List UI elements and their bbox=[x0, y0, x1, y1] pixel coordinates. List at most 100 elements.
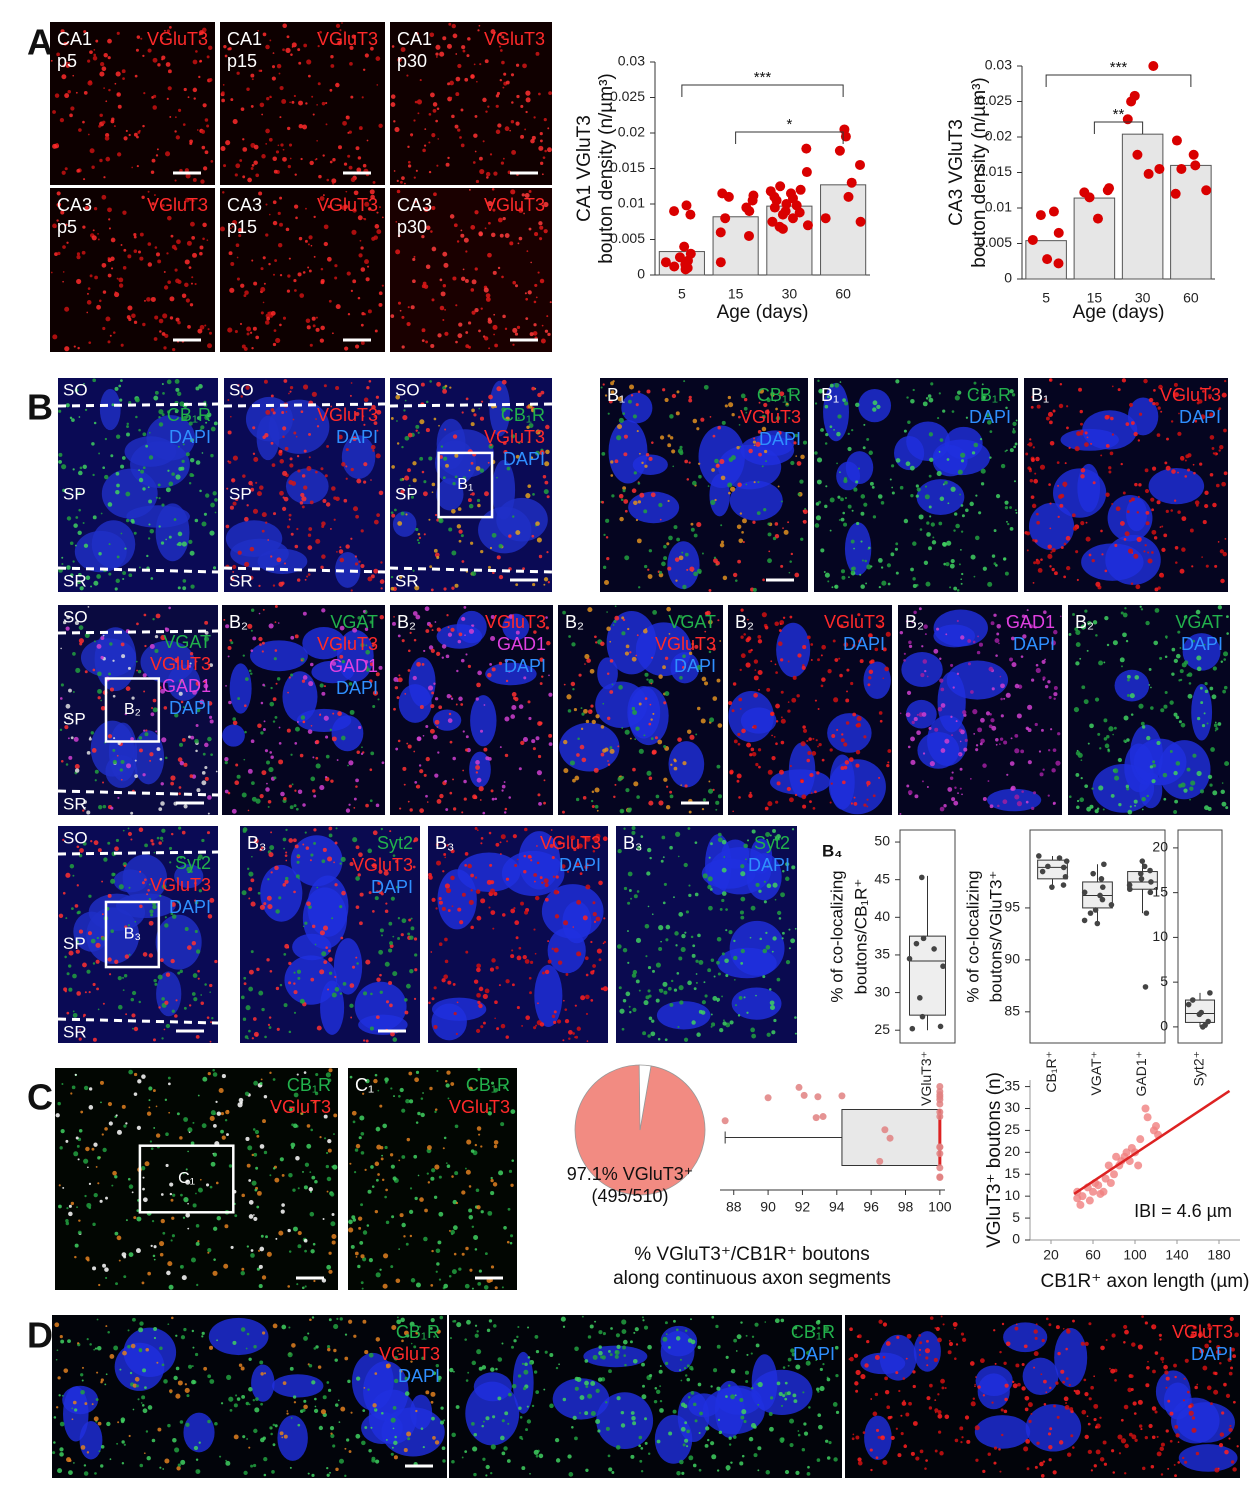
signal-dot bbox=[379, 974, 382, 977]
signal-dot bbox=[662, 982, 667, 987]
signal-dot bbox=[129, 954, 131, 956]
signal-dot bbox=[480, 468, 484, 472]
signal-dot bbox=[406, 322, 410, 326]
signal-dot bbox=[355, 555, 357, 557]
signal-dot bbox=[277, 1028, 280, 1031]
signal-dot bbox=[136, 1217, 141, 1222]
signal-dot bbox=[116, 579, 120, 583]
signal-dot bbox=[632, 1008, 636, 1012]
signal-dot bbox=[250, 1253, 255, 1258]
signal-dot bbox=[84, 91, 88, 95]
signal-dot bbox=[701, 1010, 705, 1014]
signal-dot bbox=[916, 730, 921, 735]
signal-dot bbox=[150, 712, 154, 716]
signal-dot bbox=[1151, 551, 1154, 554]
signal-dot bbox=[297, 455, 299, 457]
signal-dot bbox=[585, 956, 589, 960]
signal-dot bbox=[306, 318, 311, 323]
signal-dot bbox=[866, 781, 871, 786]
signal-dot bbox=[164, 1029, 166, 1031]
signal-dot bbox=[938, 707, 943, 712]
signal-dot bbox=[730, 487, 735, 492]
signal-dot bbox=[525, 493, 530, 498]
signal-dot bbox=[710, 842, 713, 845]
signal-dot bbox=[367, 849, 372, 854]
signal-dot bbox=[187, 1203, 189, 1205]
signal-dot bbox=[452, 276, 456, 280]
signal-dot bbox=[165, 151, 170, 156]
signal-dot bbox=[280, 86, 284, 90]
signal-dot bbox=[172, 245, 176, 249]
signal-dot bbox=[738, 1014, 740, 1016]
signal-dot bbox=[428, 1002, 431, 1005]
signal-dot bbox=[735, 1004, 737, 1006]
signal-dot bbox=[66, 704, 71, 709]
signal-dot bbox=[779, 770, 784, 775]
signal-dot bbox=[696, 522, 701, 527]
signal-dot bbox=[282, 48, 285, 51]
signal-dot bbox=[334, 976, 336, 978]
channel-label: p30 bbox=[397, 217, 427, 237]
signal-dot bbox=[781, 719, 786, 724]
signal-dot bbox=[332, 992, 337, 997]
signal-dot bbox=[122, 1252, 127, 1257]
signal-dot bbox=[1015, 684, 1020, 689]
signal-dot bbox=[472, 279, 477, 284]
signal-dot bbox=[64, 346, 69, 351]
signal-dot bbox=[619, 1009, 624, 1014]
signal-dot bbox=[139, 748, 143, 752]
signal-dot bbox=[89, 80, 92, 83]
signal-dot bbox=[1128, 548, 1133, 553]
signal-dot bbox=[529, 228, 532, 231]
channel-label: CA1 bbox=[227, 29, 262, 49]
signal-dot bbox=[639, 990, 641, 992]
signal-dot bbox=[951, 559, 955, 563]
signal-dot bbox=[1035, 457, 1039, 461]
signal-dot bbox=[203, 753, 206, 756]
signal-dot bbox=[134, 1073, 137, 1076]
signal-dot bbox=[204, 766, 207, 769]
signal-dot bbox=[437, 138, 439, 140]
signal-dot bbox=[794, 1016, 797, 1019]
signal-dot bbox=[287, 127, 290, 130]
signal-dot bbox=[463, 269, 465, 271]
channel-label: VGluT3 bbox=[655, 634, 716, 654]
signal-dot bbox=[75, 904, 79, 908]
signal-dot bbox=[1034, 473, 1036, 475]
signal-dot bbox=[511, 150, 516, 155]
signal-dot bbox=[785, 877, 789, 881]
signal-dot bbox=[407, 146, 409, 148]
signal-dot bbox=[758, 639, 762, 643]
signal-dot bbox=[791, 553, 793, 555]
signal-dot bbox=[1215, 727, 1218, 730]
signal-dot bbox=[695, 841, 698, 844]
signal-dot bbox=[802, 725, 805, 728]
signal-dot bbox=[758, 453, 762, 457]
signal-dot bbox=[1172, 648, 1176, 652]
signal-dot bbox=[213, 566, 216, 569]
signal-dot bbox=[305, 579, 307, 581]
signal-dot bbox=[538, 221, 542, 225]
signal-dot bbox=[714, 459, 719, 464]
signal-dot bbox=[85, 409, 87, 411]
signal-dot bbox=[262, 435, 265, 438]
signal-dot bbox=[199, 490, 202, 493]
signal-dot bbox=[87, 300, 92, 305]
signal-dot bbox=[289, 676, 291, 678]
signal-dot bbox=[168, 86, 172, 90]
signal-dot bbox=[313, 795, 316, 798]
signal-dot bbox=[502, 87, 504, 89]
signal-dot bbox=[334, 883, 337, 886]
channel-label: DAPI bbox=[1181, 634, 1223, 654]
signal-dot bbox=[97, 672, 102, 677]
signal-dot bbox=[346, 115, 350, 119]
signal-dot bbox=[1173, 810, 1177, 814]
signal-dot bbox=[1212, 503, 1216, 507]
signal-dot bbox=[224, 757, 228, 761]
signal-dot bbox=[440, 278, 443, 281]
signal-dot bbox=[689, 567, 694, 572]
signal-dot bbox=[447, 981, 451, 985]
signal-dot bbox=[747, 839, 749, 841]
signal-dot bbox=[328, 1068, 332, 1072]
